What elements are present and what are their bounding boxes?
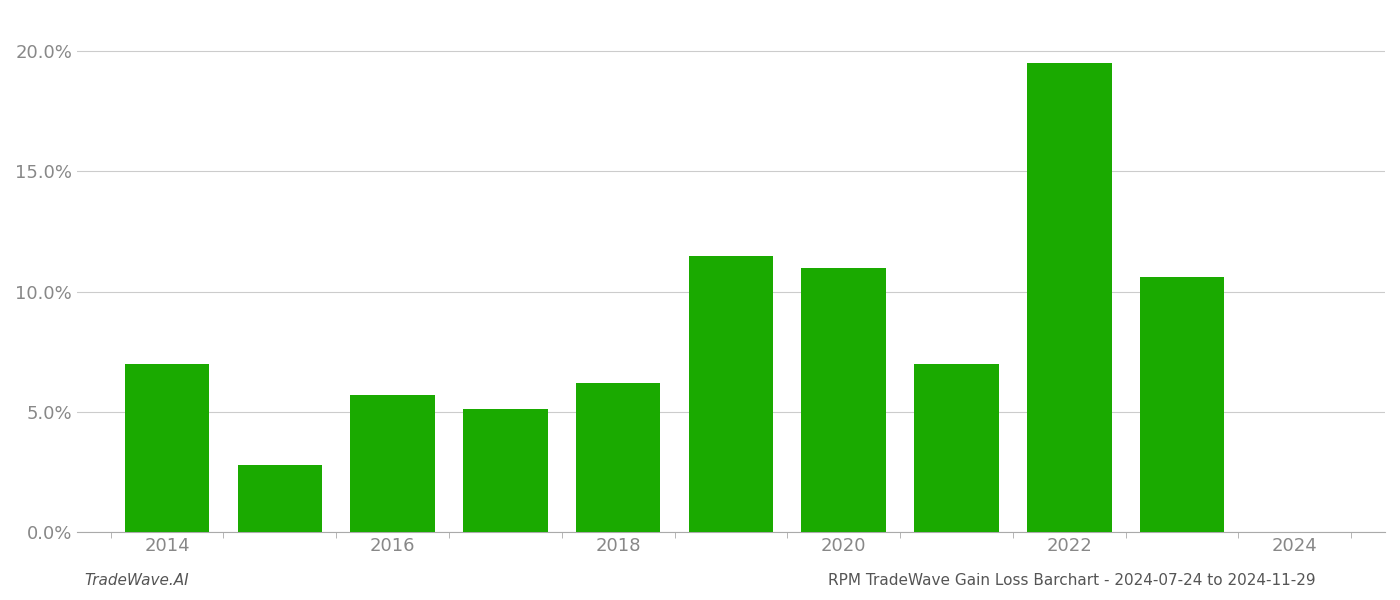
Bar	[1140, 277, 1225, 532]
Bar	[125, 364, 210, 532]
Bar	[463, 409, 547, 532]
Bar	[238, 465, 322, 532]
Bar	[801, 268, 886, 532]
Bar	[914, 364, 998, 532]
Text: RPM TradeWave Gain Loss Barchart - 2024-07-24 to 2024-11-29: RPM TradeWave Gain Loss Barchart - 2024-…	[829, 573, 1316, 588]
Bar	[689, 256, 773, 532]
Bar	[1028, 63, 1112, 532]
Text: TradeWave.AI: TradeWave.AI	[84, 573, 189, 588]
Bar	[350, 395, 435, 532]
Bar	[575, 383, 661, 532]
